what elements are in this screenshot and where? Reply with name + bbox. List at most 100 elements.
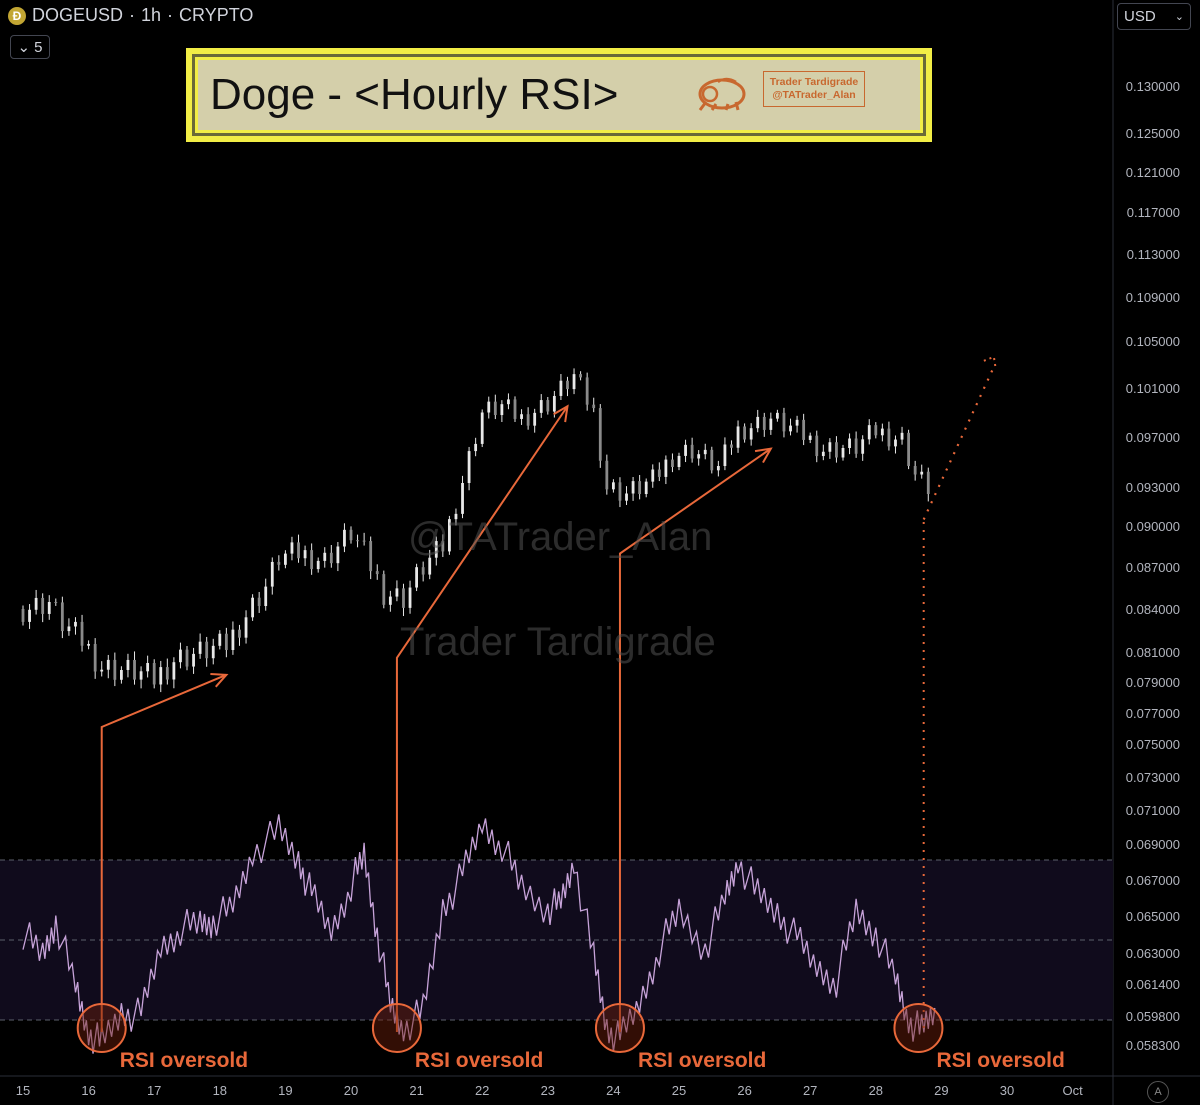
y-tick-label: 0.084000 xyxy=(1126,602,1180,617)
candle-body xyxy=(362,540,366,542)
y-tick-label: 0.079000 xyxy=(1126,675,1180,690)
x-tick-label: 26 xyxy=(737,1083,751,1098)
candle-body xyxy=(60,602,64,632)
candle-body xyxy=(533,412,537,426)
candle-body xyxy=(448,519,451,552)
auto-scale-button[interactable]: A xyxy=(1147,1081,1169,1103)
candle-body xyxy=(139,671,143,680)
candle-body xyxy=(657,469,661,477)
candle-body xyxy=(238,629,241,638)
y-tick-label: 0.059800 xyxy=(1126,1009,1180,1024)
candle-body xyxy=(815,435,819,457)
separator-dot: · xyxy=(167,5,174,25)
candle-body xyxy=(828,442,832,452)
candle-body xyxy=(159,667,163,685)
candle-body xyxy=(329,552,333,564)
candle-body xyxy=(47,602,51,614)
candle-body xyxy=(198,641,202,654)
x-tick-label: 27 xyxy=(803,1083,817,1098)
candle-body xyxy=(848,438,851,448)
candle-body xyxy=(211,645,215,659)
candle-body xyxy=(257,597,261,607)
candle-body xyxy=(605,460,609,490)
y-tick-label: 0.075000 xyxy=(1126,737,1180,752)
candle-body xyxy=(165,667,169,680)
y-tick-label: 0.130000 xyxy=(1126,79,1180,94)
candle-body xyxy=(749,428,753,440)
oversold-label: RSI oversold xyxy=(120,1049,248,1072)
dogecoin-icon: Ð xyxy=(8,6,26,25)
candle-body xyxy=(244,617,248,638)
y-tick-label: 0.065000 xyxy=(1126,909,1180,924)
candle-body xyxy=(428,557,432,575)
candle-body xyxy=(920,471,924,475)
candle-body xyxy=(277,561,281,565)
candle-body xyxy=(664,459,668,477)
y-tick-label: 0.073000 xyxy=(1126,770,1180,785)
x-tick-label: 19 xyxy=(278,1083,292,1098)
candle-body xyxy=(316,560,320,570)
symbol-name: DOGEUSD xyxy=(32,5,124,25)
candle-body xyxy=(690,444,694,459)
market-label: CRYPTO xyxy=(179,5,254,25)
candle-body xyxy=(762,416,766,430)
candle-body xyxy=(894,439,897,447)
candle-body xyxy=(41,597,45,614)
x-tick-label: Oct xyxy=(1062,1083,1083,1098)
collapse-indicators-button[interactable]: ⌄ 5 xyxy=(10,35,50,59)
x-tick-label: 28 xyxy=(869,1083,883,1098)
candle-body xyxy=(631,481,635,494)
candle-body xyxy=(303,550,307,559)
arrow-head xyxy=(754,447,773,464)
currency-select[interactable]: USD ⌄ xyxy=(1117,3,1191,30)
candle-body xyxy=(382,574,386,605)
candle-body xyxy=(113,659,117,680)
indicator-count: 5 xyxy=(34,38,43,56)
candle-body xyxy=(835,442,838,458)
candle-body xyxy=(106,659,110,670)
candle-body xyxy=(697,454,701,459)
candle-body xyxy=(907,432,910,466)
y-tick-label: 0.071000 xyxy=(1126,803,1180,818)
candle-body xyxy=(926,471,930,495)
candle-body xyxy=(205,641,209,659)
rsi-line xyxy=(22,814,936,1054)
candle-body xyxy=(297,542,300,559)
candle-body xyxy=(684,444,687,456)
candle-body xyxy=(644,481,648,495)
y-tick-label: 0.081000 xyxy=(1126,645,1180,660)
y-tick-label: 0.069000 xyxy=(1126,837,1180,852)
candle-body xyxy=(480,412,484,444)
y-tick-label: 0.121000 xyxy=(1126,165,1180,180)
y-tick-label: 0.117000 xyxy=(1127,205,1180,220)
symbol-header[interactable]: Ð DOGEUSD · 1h · CRYPTO xyxy=(8,5,253,26)
x-tick-label: 23 xyxy=(541,1083,555,1098)
candle-body xyxy=(487,401,491,413)
candle-body xyxy=(179,649,182,663)
candle-body xyxy=(539,400,543,413)
candle-body xyxy=(356,540,359,542)
y-tick-label: 0.067000 xyxy=(1126,873,1180,888)
candle-body xyxy=(402,588,405,608)
candle-body xyxy=(592,404,596,409)
banner-title: Doge - <Hourly RSI> xyxy=(210,70,619,119)
chevron-down-icon: ⌄ xyxy=(1174,11,1184,23)
candle-body xyxy=(874,425,878,436)
oversold-circle xyxy=(594,1003,645,1053)
candle-body xyxy=(716,466,720,471)
y-tick-label: 0.090000 xyxy=(1126,519,1180,534)
candle-body xyxy=(559,380,563,396)
x-tick-label: 22 xyxy=(475,1083,489,1098)
candle-body xyxy=(349,529,353,541)
candle-body xyxy=(290,542,294,554)
candle-body xyxy=(74,621,77,627)
candle-body xyxy=(795,419,799,426)
candle-body xyxy=(552,395,556,412)
arrow-head xyxy=(210,672,229,688)
candle-body xyxy=(408,587,412,608)
candle-body xyxy=(375,571,379,575)
x-tick-label: 16 xyxy=(81,1083,95,1098)
candle-body xyxy=(566,380,569,390)
candle-body xyxy=(395,588,399,597)
candle-body xyxy=(585,377,589,405)
